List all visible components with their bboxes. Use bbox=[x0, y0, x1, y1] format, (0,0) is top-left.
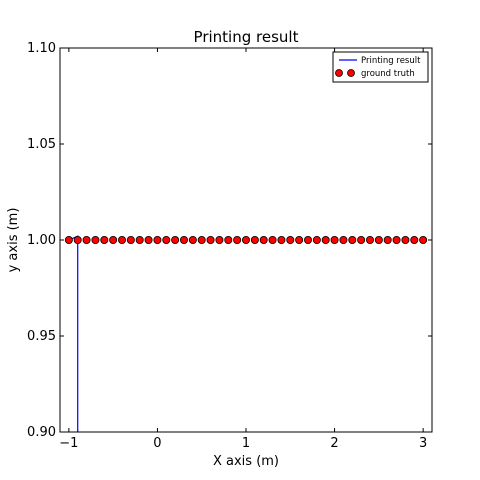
ground-truth-point bbox=[357, 235, 366, 244]
x-axis-label: X axis (m) bbox=[213, 454, 279, 469]
ground-truth-point bbox=[206, 235, 215, 244]
legend-box bbox=[332, 51, 429, 83]
ground-truth-point bbox=[348, 235, 357, 244]
ground-truth-point bbox=[286, 235, 295, 244]
x-tick-label: 3 bbox=[419, 436, 427, 451]
ground-truth-point bbox=[295, 235, 304, 244]
ground-truth-point bbox=[321, 235, 330, 244]
legend-marker bbox=[347, 69, 355, 77]
ground-truth-point bbox=[339, 235, 348, 244]
chart-title: Printing result bbox=[194, 28, 299, 46]
ground-truth-point bbox=[197, 235, 206, 244]
ground-truth-point bbox=[224, 235, 233, 244]
ground-truth-point bbox=[401, 235, 410, 244]
printing-result-line bbox=[68, 235, 79, 432]
legend-label-printing-result: Printing result bbox=[361, 56, 421, 66]
ground-truth-point bbox=[303, 235, 312, 244]
ground-truth-point bbox=[64, 235, 73, 244]
x-tick-label: 1 bbox=[242, 436, 250, 451]
series-layer bbox=[64, 235, 428, 432]
y-tick-label: 1.00 bbox=[27, 233, 56, 248]
ground-truth-point bbox=[365, 235, 374, 244]
y-tick-label: 0.90 bbox=[27, 425, 56, 440]
ground-truth-point bbox=[171, 235, 180, 244]
x-tick-label: 0 bbox=[153, 436, 161, 451]
ground-truth-point bbox=[392, 235, 401, 244]
ground-truth-point bbox=[241, 235, 250, 244]
ground-truth-point bbox=[144, 235, 153, 244]
ground-truth-point bbox=[126, 235, 135, 244]
ground-truth-point bbox=[135, 235, 144, 244]
ground-truth-point bbox=[419, 235, 428, 244]
ground-truth-point bbox=[118, 235, 127, 244]
ground-truth-point bbox=[233, 235, 242, 244]
x-tick-label: 2 bbox=[330, 436, 338, 451]
y-tick-label: 0.95 bbox=[27, 329, 56, 344]
ground-truth-point bbox=[410, 235, 419, 244]
legend-label-ground-truth: ground truth bbox=[361, 69, 415, 79]
ground-truth-point bbox=[82, 235, 91, 244]
ground-truth-point bbox=[312, 235, 321, 244]
y-tick-label: 1.05 bbox=[27, 137, 56, 152]
legend: Printing result ground truth bbox=[332, 51, 429, 83]
ground-truth-point bbox=[100, 235, 109, 244]
ground-truth-point bbox=[162, 235, 171, 244]
ground-truth-point bbox=[215, 235, 224, 244]
ground-truth-point bbox=[153, 235, 162, 244]
ground-truth-point bbox=[250, 235, 259, 244]
x-tick-label: −1 bbox=[59, 436, 78, 451]
ground-truth-point bbox=[277, 235, 286, 244]
ground-truth-point bbox=[268, 235, 277, 244]
ground-truth-point bbox=[374, 235, 383, 244]
y-axis-label: y axis (m) bbox=[6, 208, 21, 273]
ground-truth-point bbox=[330, 235, 339, 244]
ground-truth-point bbox=[109, 235, 118, 244]
ground-truth-point bbox=[259, 235, 268, 244]
ticks-layer: −1 0 1 2 3 0.90 0.95 1.00 1.05 1.10 bbox=[27, 41, 432, 451]
plot-area: −1 0 1 2 3 0.90 0.95 1.00 1.05 1.10 bbox=[27, 41, 433, 451]
legend-marker bbox=[335, 69, 343, 77]
ground-truth-point bbox=[383, 235, 392, 244]
y-tick-label: 1.10 bbox=[27, 41, 56, 56]
ground-truth-point bbox=[188, 235, 197, 244]
ground-truth-point bbox=[73, 235, 82, 244]
ground-truth-point bbox=[179, 235, 188, 244]
ground-truth-point bbox=[91, 235, 100, 244]
